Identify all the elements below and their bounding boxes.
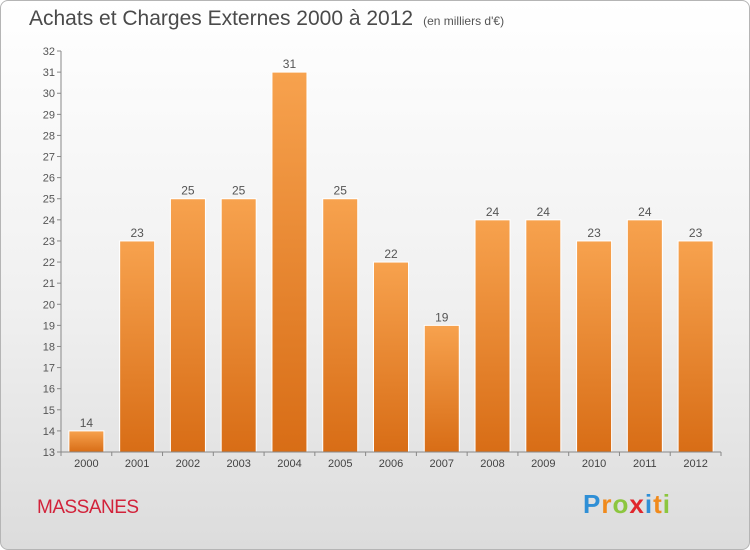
x-tick-label: 2004 — [277, 458, 301, 470]
data-label: 23 — [130, 226, 144, 240]
x-tick-label: 2003 — [226, 458, 250, 470]
logo-letter: x — [629, 489, 645, 519]
x-tick-label: 2002 — [176, 458, 200, 470]
x-tick-label: 2005 — [328, 458, 352, 470]
bar-2003 — [220, 198, 257, 453]
y-tick-label: 26 — [43, 173, 55, 185]
x-tick-label: 2009 — [531, 458, 555, 470]
bar-2005 — [322, 198, 359, 453]
chart-subtitle: (en milliers d'€) — [423, 14, 505, 28]
logo-letter: i — [644, 489, 654, 519]
data-label: 24 — [537, 205, 551, 219]
x-tick-label: 2012 — [683, 458, 707, 470]
bar-2001 — [119, 240, 156, 453]
y-tick-label: 24 — [43, 215, 55, 227]
chart-title: Achats et Charges Externes 2000 à 2012 — [29, 7, 414, 30]
data-label: 24 — [638, 205, 652, 219]
bar-2004 — [271, 71, 308, 453]
data-label: 25 — [181, 184, 195, 198]
bar-2008 — [474, 219, 511, 453]
proxiti-logo: Proxiti — [583, 489, 671, 520]
y-tick-label: 28 — [43, 130, 55, 142]
bar-2011 — [626, 219, 663, 453]
y-tick-label: 31 — [43, 67, 55, 79]
x-tick-label: 2001 — [125, 458, 149, 470]
data-label: 31 — [283, 57, 297, 71]
y-tick-label: 25 — [43, 194, 55, 206]
data-label: 22 — [384, 247, 398, 261]
logo-letter: t — [653, 489, 663, 519]
bar-2012 — [677, 240, 714, 453]
logo-letter: o — [612, 489, 630, 519]
chart-title-block: Achats et Charges Externes 2000 à 2012 (e… — [29, 7, 504, 31]
y-tick-label: 16 — [43, 384, 55, 396]
data-label: 24 — [486, 205, 500, 219]
y-tick-label: 15 — [43, 405, 55, 417]
x-axis: 2000 2001 2002 2003 2004 2005 2006 2007 2008 2009… — [60, 451, 722, 470]
y-tick-label: 17 — [43, 363, 55, 375]
logo-letter: P — [583, 489, 602, 519]
x-tick-label: 2011 — [633, 458, 657, 470]
data-label: 19 — [435, 310, 449, 324]
bar-2010 — [576, 240, 613, 453]
x-tick-label: 2008 — [480, 458, 504, 470]
logo-letter: r — [601, 489, 613, 519]
y-tick-label: 14 — [43, 426, 55, 438]
data-label: 25 — [232, 184, 246, 198]
x-tick-label: 2007 — [430, 458, 454, 470]
bar-2009 — [525, 219, 562, 453]
x-tick-label: 2000 — [74, 458, 98, 470]
data-label: 23 — [689, 226, 703, 240]
data-label: 25 — [334, 184, 348, 198]
y-tick-label: 22 — [43, 257, 55, 269]
x-tick-label: 2010 — [582, 458, 606, 470]
bar-2007 — [423, 324, 460, 453]
bar-2000 — [68, 430, 105, 453]
y-tick-label: 23 — [43, 236, 55, 248]
bar-2002 — [169, 198, 206, 453]
data-label: 23 — [587, 226, 601, 240]
logo-letter: i — [662, 489, 671, 519]
location-name: MASSANES — [37, 497, 139, 518]
y-tick-label: 32 — [43, 46, 55, 58]
y-tick-label: 19 — [43, 320, 55, 332]
y-tick-label: 21 — [43, 278, 55, 290]
y-tick-label: 20 — [43, 299, 55, 311]
y-tick-label: 18 — [43, 341, 55, 353]
data-label: 14 — [80, 416, 94, 430]
y-tick-label: 30 — [43, 88, 55, 100]
y-tick-label: 29 — [43, 109, 55, 121]
y-axis: 13 14 15 16 17 18 19 20 21 22 23 24 25 26 27 28 29 30 31 32 — [43, 46, 62, 459]
y-tick-label: 13 — [43, 447, 55, 459]
y-tick-label: 27 — [43, 152, 55, 164]
bars-group: 14 23 25 25 31 25 22 19 24 24 23 24 23 — [68, 57, 714, 453]
bar-2006 — [373, 261, 409, 453]
x-tick-label: 2006 — [379, 458, 403, 470]
